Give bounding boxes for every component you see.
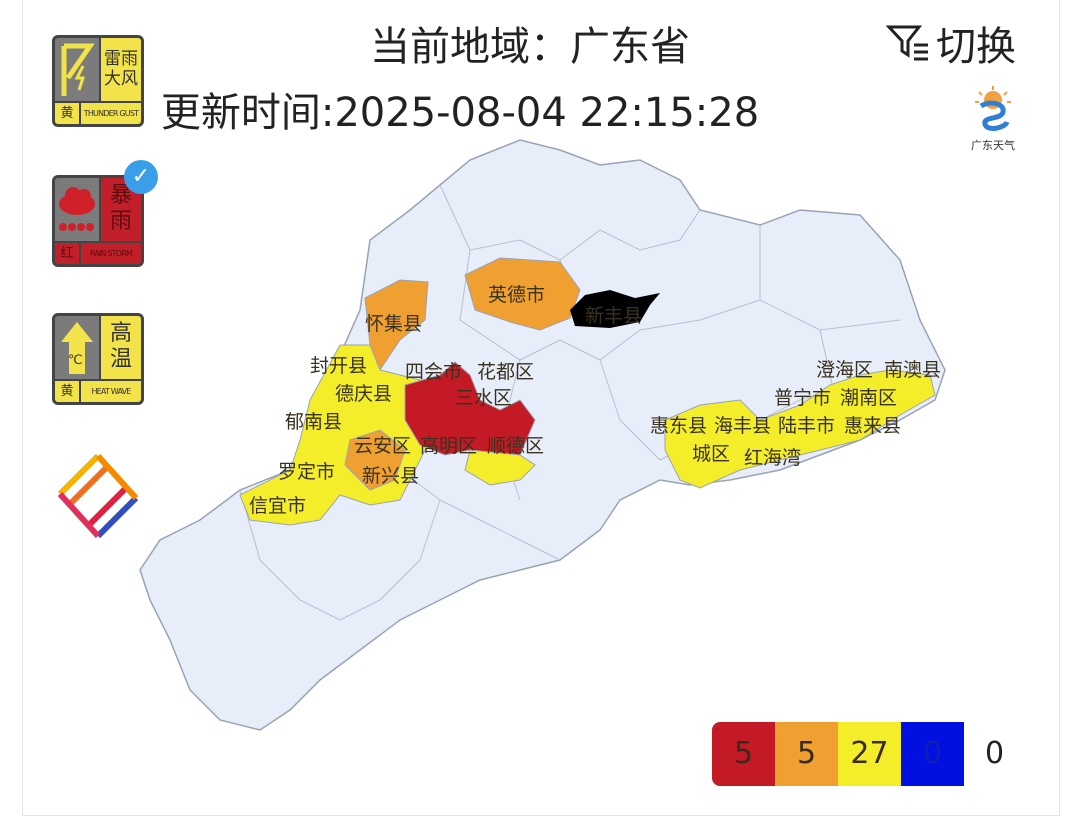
map-label: 潮南区 — [840, 387, 897, 409]
switch-label: 切换 — [936, 24, 1016, 70]
swirl-logo-icon — [57, 453, 139, 539]
map-label: 郁南县 — [285, 411, 342, 433]
region-yellow-foshan — [464, 449, 536, 486]
region-black-xinfeng — [570, 290, 660, 328]
map-label: 海丰县 — [714, 415, 771, 437]
map-label: 德庆县 — [335, 383, 392, 405]
thermometer-arrow-icon: ℃ — [55, 316, 99, 379]
map-label: 新兴县 — [362, 465, 419, 487]
map-label: 四会市 — [405, 361, 462, 383]
filter-list-icon — [886, 25, 928, 61]
map-label: 普宁市 — [774, 387, 831, 409]
guangdong-weather-logo: 广东天气 — [958, 84, 1028, 153]
warning-count-legend: 5 5 27 0 — [712, 722, 964, 786]
map-label: 顺德区 — [487, 435, 544, 457]
map-label: 高明区 — [420, 435, 477, 457]
warning-badge-thunder-gust[interactable]: 雷雨大风 黄 THUNDER GUST — [52, 35, 144, 127]
legend-red-count[interactable]: 5 — [712, 722, 775, 786]
map-label: 惠来县 — [844, 415, 901, 437]
legend-blue-count[interactable]: 0 — [901, 722, 964, 786]
update-time: 更新时间:2025-08-04 22:15:28 — [160, 90, 760, 136]
rain-cloud-icon — [55, 178, 99, 241]
map-label: 云安区 — [354, 435, 411, 457]
lightning-flag-icon — [55, 38, 99, 101]
map-label: 英德市 — [488, 284, 545, 306]
selected-check-icon: ✓ — [124, 160, 158, 194]
region-orange-yingde — [464, 257, 581, 331]
region-title: 当前地域：广东省 — [370, 24, 690, 70]
map-label: 陆丰市 — [778, 415, 835, 437]
map-label: 花都区 — [477, 361, 534, 383]
legend-orange-count[interactable]: 5 — [775, 722, 838, 786]
guangdong-map[interactable]: 怀集县 英德市 新丰县 封开县 德庆县 四会市 花都区 三水区 郁南县 云安区 … — [120, 135, 960, 735]
region-yellow-east — [664, 369, 936, 489]
map-label: 三水区 — [455, 387, 512, 409]
svg-text:℃: ℃ — [68, 353, 83, 368]
switch-region-button[interactable]: 切换 — [886, 14, 1016, 72]
map-label: 红海湾 — [744, 447, 801, 469]
map-label: 惠东县 — [650, 415, 707, 437]
legend-yellow-count[interactable]: 27 — [838, 722, 901, 786]
region-orange-yunan — [344, 429, 406, 491]
map-label: 罗定市 — [278, 461, 335, 483]
map-label: 城区 — [692, 443, 730, 465]
map-label: 澄海区 — [816, 359, 873, 381]
legend-other-count: 0 — [985, 736, 1005, 771]
map-label: 封开县 — [310, 355, 367, 377]
warning-badge-rain-storm[interactable]: 暴雨 红 RAIN STORM — [52, 175, 144, 267]
map-label: 南澳县 — [884, 359, 941, 381]
warning-badge-heat-wave[interactable]: ℃ 高温 黄 HEAT WAVE — [52, 313, 144, 405]
map-label: 怀集县 — [365, 313, 422, 335]
map-label: 新丰县 — [585, 305, 642, 327]
region-red-zhaoqing — [404, 361, 536, 466]
map-label: 信宜市 — [249, 495, 306, 517]
logo-text: 广东天气 — [971, 139, 1015, 152]
